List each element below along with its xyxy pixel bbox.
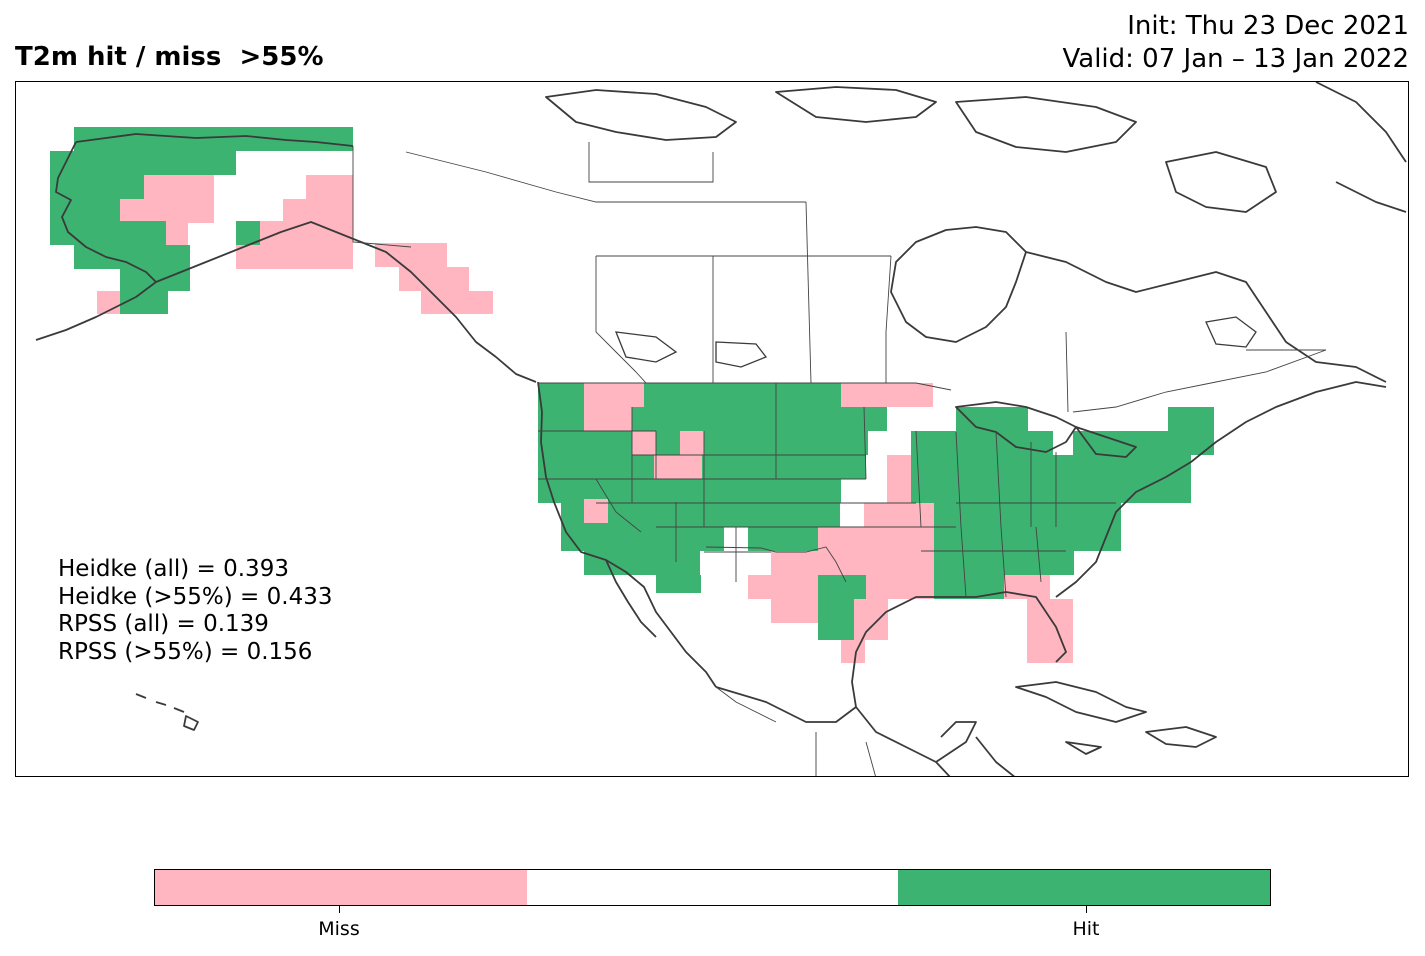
grid-cell-miss	[841, 383, 933, 407]
colorbar	[154, 869, 1271, 906]
valid-date-range: Valid: 07 Jan – 13 Jan 2022	[1062, 44, 1410, 74]
grid-cell-miss	[841, 640, 865, 663]
grid-cell-hit	[702, 455, 866, 479]
colorbar-label-hit: Hit	[1072, 918, 1100, 940]
grid-cell-miss	[680, 431, 704, 455]
grid-cell-miss	[818, 527, 934, 551]
heidke-55-score: Heidke (>55%) = 0.433	[58, 583, 333, 610]
heidke-all-score: Heidke (all) = 0.393	[58, 556, 289, 582]
colorbar-label-miss: Miss	[318, 918, 360, 940]
grid-cell-hit	[704, 431, 868, 455]
lake-outlines	[614, 316, 1257, 368]
grid-cell-hit	[561, 527, 724, 551]
grid-cell-hit	[50, 151, 236, 175]
colorbar-miss-segment	[155, 870, 527, 905]
grid-cell-hit	[120, 291, 168, 314]
grid-cell-hit	[50, 175, 144, 199]
map-title: T2m hit / miss >55%	[15, 42, 324, 72]
grid-cell-miss	[306, 175, 353, 199]
date-header: Init: Thu 23 Dec 2021 Valid: 07 Jan – 13…	[1063, 10, 1410, 76]
grid-cell-miss	[1027, 599, 1073, 663]
grid-cell-miss	[854, 599, 888, 640]
colorbar-tick-miss	[339, 906, 340, 913]
grid-cell-hit	[1168, 407, 1214, 431]
grid-cell-miss	[166, 221, 188, 245]
grid-cell-miss	[584, 383, 644, 407]
grid-cell-hit	[911, 479, 1191, 503]
grid-cell-hit	[934, 527, 1121, 551]
grid-cell-miss	[421, 291, 493, 314]
grid-cell-hit	[584, 551, 700, 575]
grid-cell-miss	[887, 479, 911, 503]
skill-scores: Heidke (all) = 0.393 Heidke (>55%) = 0.4…	[58, 556, 332, 666]
grid-cell-hit	[818, 575, 866, 599]
grid-cell-miss	[866, 575, 934, 599]
grid-cell-hit	[538, 479, 841, 503]
grid-cell-miss	[584, 407, 632, 431]
grid-cell-miss	[632, 431, 656, 455]
political-borders	[352, 142, 1327, 776]
colorbar-hit-segment	[898, 870, 1271, 905]
map-panel	[15, 81, 1409, 777]
grid-cell-hit	[632, 407, 887, 431]
grid-cell-hit	[934, 503, 1121, 527]
colorbar-tick-hit	[1086, 906, 1087, 913]
grid-cell-miss	[841, 551, 934, 575]
grid-cell-hit	[656, 431, 680, 455]
grid-cell-miss	[771, 599, 818, 623]
grid-cell-miss	[236, 245, 353, 269]
grid-cell-miss	[771, 551, 841, 575]
grid-cell-miss	[748, 575, 818, 599]
grid-cell-hit	[538, 407, 584, 431]
colorbar-neutral-segment	[526, 870, 899, 905]
grid-cell-miss	[144, 175, 214, 199]
grid-cell-hit	[656, 575, 701, 593]
rpss-55-score: RPSS (>55%) = 0.156	[58, 638, 313, 665]
grid-cell-hit	[538, 455, 654, 479]
verification-grid	[50, 127, 1214, 663]
grid-cell-hit	[748, 527, 818, 551]
grid-cell-hit	[911, 431, 1053, 455]
grid-cell-hit	[538, 431, 632, 455]
rpss-all-score: RPSS (all) = 0.139	[58, 611, 269, 637]
grid-cell-hit	[1073, 431, 1214, 455]
grid-cell-miss	[120, 199, 214, 223]
grid-cell-hit	[50, 221, 166, 245]
grid-cell-hit	[236, 221, 260, 245]
grid-cell-hit	[74, 127, 353, 151]
coastlines	[35, 82, 1407, 776]
grid-cell-hit	[50, 199, 120, 223]
grid-cell-hit	[538, 383, 584, 407]
grid-cell-hit	[644, 383, 841, 407]
init-date: Init: Thu 23 Dec 2021	[1127, 11, 1409, 41]
grid-cell-miss	[283, 199, 353, 223]
grid-cell-miss	[864, 503, 934, 527]
grid-cell-miss	[654, 455, 702, 479]
map-canvas	[35, 82, 1407, 776]
grid-cell-miss	[887, 455, 911, 479]
grid-cell-hit	[911, 455, 1191, 479]
grid-cell-hit	[934, 575, 1004, 599]
grid-cell-hit	[818, 599, 854, 640]
